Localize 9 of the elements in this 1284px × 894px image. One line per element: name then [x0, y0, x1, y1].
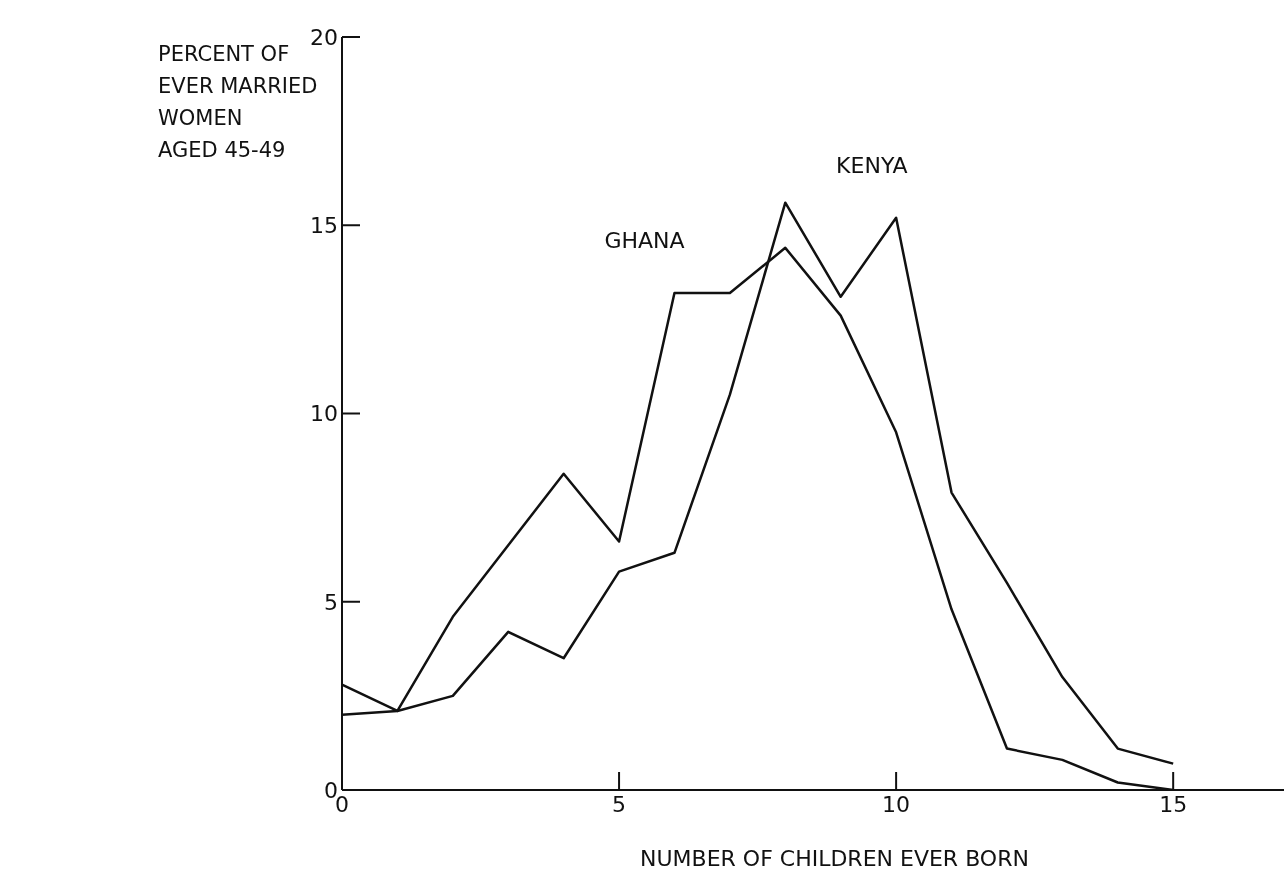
y-tick-label: 15: [310, 213, 338, 239]
series-label: KENYA: [836, 152, 908, 178]
x-axis-title: NUMBER OF CHILDREN EVER BORN: [640, 846, 1029, 871]
y-tick-label: 5: [324, 589, 338, 615]
x-tick-label: 5: [612, 791, 627, 817]
x-tick-label: 15: [1159, 791, 1188, 817]
y-tick-label: 10: [310, 401, 338, 427]
series-label: GHANA: [604, 228, 685, 254]
x-tick-label: 10: [882, 791, 911, 817]
